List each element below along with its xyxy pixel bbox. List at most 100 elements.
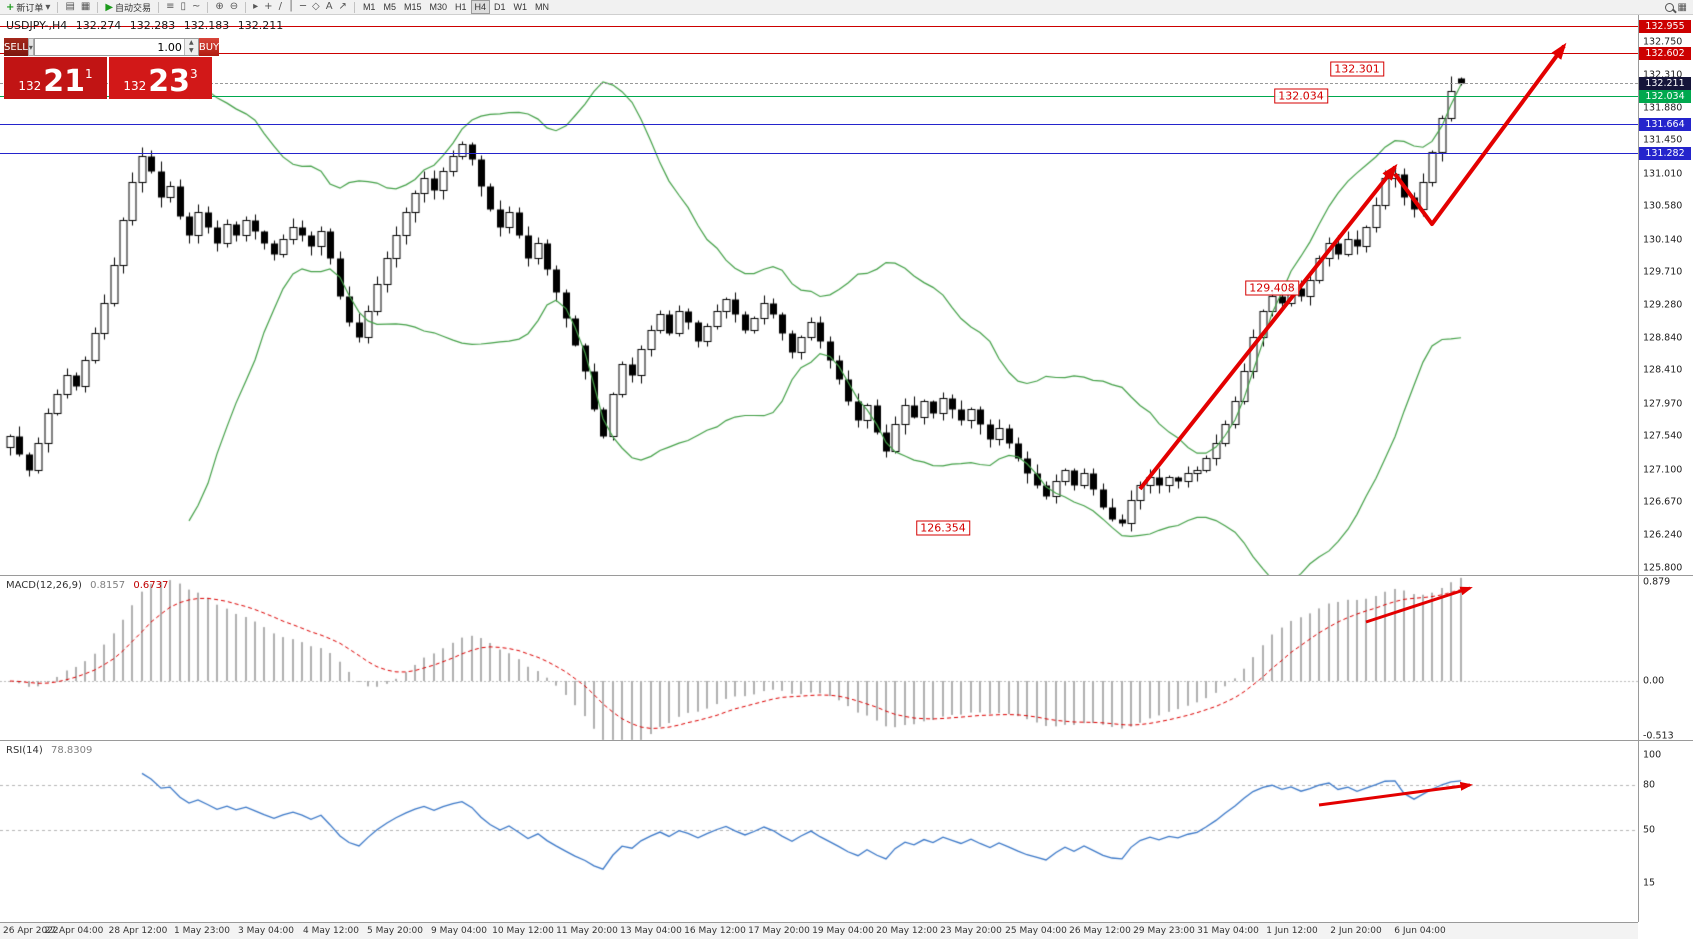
drawing-tool-icon[interactable]: ▸ xyxy=(253,0,259,12)
drawing-tool-icon[interactable]: A xyxy=(325,0,333,12)
timeframe-button-m30[interactable]: M30 xyxy=(429,2,447,12)
buy-price-panel[interactable]: 132 23 3 xyxy=(109,57,212,99)
timeframe-button-m5[interactable]: M5 xyxy=(383,2,396,12)
sell-price-pips: 21 xyxy=(43,64,85,99)
chart-type-icon[interactable]: ~ xyxy=(191,0,201,12)
sell-price-panel[interactable]: 132 21 1 xyxy=(4,57,107,99)
buy-button[interactable]: BUY xyxy=(198,38,220,56)
timeline-label: 27 Apr 04:00 xyxy=(44,926,104,936)
price-level-line[interactable] xyxy=(0,83,1638,84)
new-order-button[interactable]: + 新订单 ▾ xyxy=(3,1,53,14)
timeframe-button-m1[interactable]: M1 xyxy=(362,2,376,12)
zoom-icon[interactable]: ⊖ xyxy=(229,0,239,12)
price-annotation[interactable]: 132.301 xyxy=(1330,61,1384,77)
sell-price-base: 132 xyxy=(18,79,42,93)
price-axis-separator xyxy=(1638,15,1639,922)
timeline-label: 1 Jun 12:00 xyxy=(1266,926,1318,936)
price-level-line[interactable] xyxy=(0,153,1638,154)
timeframe-button-h1[interactable]: H1 xyxy=(455,2,467,12)
toolbar-separator xyxy=(207,1,209,13)
price-level-line[interactable] xyxy=(0,124,1638,125)
price-axis-label: 131.450 xyxy=(1643,134,1683,146)
price-axis-badge: 132.955 xyxy=(1639,20,1691,33)
price-axis-label: 126.240 xyxy=(1643,529,1683,541)
buy-price-pips: 23 xyxy=(148,64,190,99)
price-axis-badge: 131.664 xyxy=(1639,118,1691,131)
price-axis-label: 132.310 xyxy=(1643,69,1683,81)
volume-up-button[interactable]: ▲ xyxy=(184,39,198,47)
toolbar-separator xyxy=(57,1,59,13)
timeline-label: 19 May 04:00 xyxy=(812,926,874,936)
one-click-trading-widget: SELL ▾ ▲ ▼ BUY 132 21 1 132 23 3 xyxy=(4,38,220,99)
chart-type-icon[interactable]: ▯ xyxy=(180,0,186,12)
price-annotation[interactable]: 132.034 xyxy=(1274,88,1328,104)
timeline-label: 28 Apr 12:00 xyxy=(108,926,168,936)
timeline-label: 13 May 04:00 xyxy=(620,926,682,936)
price-axis-label: 129.280 xyxy=(1643,299,1683,311)
buy-price-base: 132 xyxy=(123,79,147,93)
search-icon[interactable] xyxy=(1664,2,1674,12)
quote-open: 132.274 xyxy=(75,19,122,32)
timeframe-button-m15[interactable]: M15 xyxy=(403,2,422,12)
sell-button[interactable]: SELL xyxy=(4,38,28,56)
price-axis-badge: 132.034 xyxy=(1639,90,1691,103)
sell-price-fraction: 1 xyxy=(85,67,93,81)
buy-price-fraction: 3 xyxy=(190,67,198,81)
chart-type-icon[interactable]: ≡ xyxy=(166,0,175,12)
rsi-axis-label: 50 xyxy=(1643,824,1656,836)
rsi-panel-separator[interactable] xyxy=(0,740,1693,741)
window-icon[interactable]: ▤ xyxy=(65,0,75,12)
macd-panel-separator[interactable] xyxy=(0,575,1693,576)
order-type-caret[interactable]: ▾ xyxy=(27,38,34,56)
timeline-label: 23 May 20:00 xyxy=(940,926,1002,936)
macd-main-value: 0.8157 xyxy=(90,580,126,591)
volume-down-button[interactable]: ▼ xyxy=(184,47,198,55)
timeline-label: 2 Jun 20:00 xyxy=(1330,926,1382,936)
timeline-label: 1 May 23:00 xyxy=(174,926,230,936)
timeline-label: 16 May 12:00 xyxy=(684,926,746,936)
new-order-caret-icon: ▾ xyxy=(45,1,51,13)
price-level-line[interactable] xyxy=(0,26,1638,27)
rsi-label: RSI(14) xyxy=(6,745,43,756)
price-axis-label: 131.880 xyxy=(1643,102,1683,114)
price-axis-badge: 132.602 xyxy=(1639,47,1691,60)
window-icon[interactable]: ▦ xyxy=(80,0,91,12)
timeframe-button-mn[interactable]: MN xyxy=(535,2,550,12)
price-level-line[interactable] xyxy=(0,96,1638,97)
timeframe-button-w1[interactable]: W1 xyxy=(513,2,528,12)
price-annotation[interactable]: 129.408 xyxy=(1245,280,1299,296)
timeline-label: 10 May 12:00 xyxy=(492,926,554,936)
timeline-label: 11 May 20:00 xyxy=(556,926,618,936)
new-order-label: 新订单 xyxy=(16,2,44,13)
drawing-tool-icon[interactable]: / xyxy=(278,0,282,12)
price-axis-label: 125.800 xyxy=(1643,562,1683,574)
timeframe-button-d1[interactable]: D1 xyxy=(494,2,506,12)
symbol-period-label: USDJPY-,H4 xyxy=(6,19,68,32)
quote-low: 132.183 xyxy=(183,19,230,32)
toolbar-separator xyxy=(353,1,355,13)
timeline-label: 29 May 23:00 xyxy=(1133,926,1195,936)
price-axis-label: 127.100 xyxy=(1643,464,1683,476)
volume-input[interactable] xyxy=(34,39,184,55)
zoom-icon[interactable]: ⊕ xyxy=(215,0,224,12)
drawing-tool-icon[interactable]: + xyxy=(264,0,273,12)
drawing-tool-icon[interactable]: ◇ xyxy=(312,0,320,12)
drawing-tool-icon[interactable]: ↗ xyxy=(338,0,347,12)
time-axis[interactable]: 26 Apr 2022 27 Apr 04:00 28 Apr 12:00 1 May… xyxy=(0,922,1638,939)
macd-axis-label: 0.00 xyxy=(1643,675,1665,687)
price-axis-label: 130.580 xyxy=(1643,200,1683,212)
price-level-line[interactable] xyxy=(0,53,1638,54)
price-axis-label: 130.140 xyxy=(1643,234,1683,246)
price-axis-label: 129.710 xyxy=(1643,266,1683,278)
drawing-tool-icon[interactable]: │ xyxy=(287,0,294,12)
price-axis-label: 132.750 xyxy=(1643,36,1683,48)
timeline-label: 4 May 12:00 xyxy=(303,926,359,936)
window-layout-icon[interactable]: ▦ xyxy=(1677,1,1687,13)
auto-trading-button[interactable]: ▶ 自动交易 xyxy=(102,1,154,14)
price-annotation[interactable]: 126.354 xyxy=(916,520,970,536)
toolbar-separator xyxy=(158,1,160,13)
timeframe-button-h4[interactable]: H4 xyxy=(470,0,491,14)
toolbar-separator xyxy=(245,1,247,13)
drawing-tool-icon[interactable]: ─ xyxy=(299,0,306,12)
